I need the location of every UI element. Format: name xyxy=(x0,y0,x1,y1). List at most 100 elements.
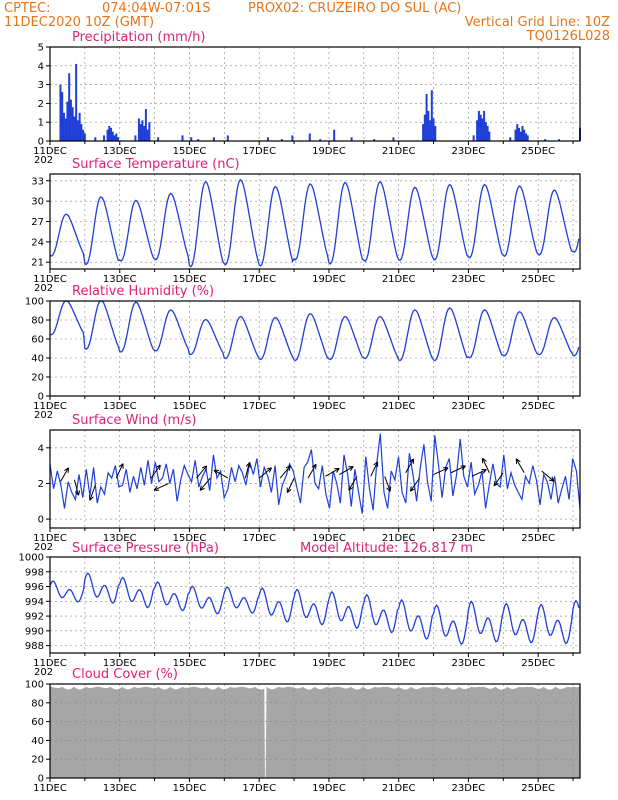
wind-arrow-head xyxy=(482,457,487,464)
wind-arrow xyxy=(307,464,317,479)
y-tick-label: 0 xyxy=(38,392,44,403)
x-tick-label: 25DEC xyxy=(521,533,555,544)
precipitation-bar xyxy=(280,139,283,141)
y-tick-label: 0 xyxy=(38,137,44,148)
humidity-line xyxy=(49,300,580,362)
wind-arrow-head xyxy=(443,467,449,472)
wind-arrow-head xyxy=(153,486,160,491)
header-station: PROX02: CRUZEIRO DO SUL (AC) xyxy=(248,1,461,16)
x-tick-label: 13DEC xyxy=(103,274,137,285)
precipitation-bar xyxy=(212,137,215,141)
x-tick-label: 21DEC xyxy=(382,658,416,669)
wind-arrow-head xyxy=(285,465,291,471)
wind-arrow xyxy=(199,477,211,491)
x-tick-label: 21DEC xyxy=(382,146,416,157)
x-tick-label: 25DEC xyxy=(521,783,555,794)
wind-arrow-head xyxy=(64,467,69,473)
precipitation-bar xyxy=(76,120,79,141)
wind-arrow-head xyxy=(286,487,292,493)
precipitation-bar xyxy=(61,92,64,141)
cloud-cover-frame xyxy=(49,683,581,779)
temperature-panel: 21 24 27 30 33 11DEC 13DEC 15DEC 17DEC 19DEC 21DEC… xyxy=(31,157,581,294)
precipitation-bars xyxy=(59,63,581,141)
x-year-label: 202 xyxy=(34,283,53,294)
x-tick-label: 23DEC xyxy=(452,274,486,285)
x-tick-label: 19DEC xyxy=(312,146,346,157)
humidity-title: Relative Humidity (%) xyxy=(72,284,214,299)
precipitation-bar xyxy=(544,139,547,141)
x-tick-label: 13DEC xyxy=(103,401,137,412)
wind-arrow-head xyxy=(548,476,555,482)
precipitation-bar xyxy=(190,137,193,141)
wind-arrow-head xyxy=(460,465,466,471)
y-tick-label: 988 xyxy=(25,641,44,652)
precipitation-bar xyxy=(115,133,118,141)
x-tick-label: 25DEC xyxy=(521,146,555,157)
y-tick-label: 33 xyxy=(31,176,44,187)
precipitation-bar xyxy=(226,135,229,141)
precipitation-bar xyxy=(484,122,487,141)
header-coords: 074:04W-07:01S xyxy=(102,1,210,16)
precipitation-bar xyxy=(373,139,376,141)
x-tick-label: 25DEC xyxy=(521,274,555,285)
x-tick-label: 23DEC xyxy=(452,783,486,794)
precipitation-bar xyxy=(392,137,395,141)
y-tick-label: 27 xyxy=(31,217,44,228)
wind-arrow xyxy=(450,465,466,474)
precipitation-bar xyxy=(516,124,519,141)
precipitation-panel: 0 1 2 3 4 5 11DEC 13DEC 15DEC 17DEC 19DEC 21DEC 23DE… xyxy=(33,30,581,166)
wind-arrow xyxy=(384,476,391,492)
precipitation-bar xyxy=(139,124,142,141)
precipitation-bar xyxy=(423,114,426,141)
precipitation-bar xyxy=(486,125,489,141)
x-tick-label: 13DEC xyxy=(103,658,137,669)
precipitation-bar xyxy=(509,137,512,141)
precipitation-bar xyxy=(519,131,522,141)
wind-arrow xyxy=(325,467,340,477)
precipitation-bar xyxy=(113,135,116,141)
x-tick-label: 17DEC xyxy=(242,658,276,669)
y-tick-label: 60 xyxy=(31,717,44,728)
precipitation-bar xyxy=(106,129,109,141)
x-tick-label: 21DEC xyxy=(382,533,416,544)
precipitation-bar xyxy=(71,107,74,141)
pressure-panel: 988 990 992 994 996 998 1000 11DEC 13DEC 15DEC 17D… xyxy=(19,541,581,678)
precipitation-bar xyxy=(350,137,353,141)
x-tick-label: 19DEC xyxy=(312,533,346,544)
precipitation-bar xyxy=(291,135,294,141)
precipitation-bar xyxy=(108,125,111,141)
x-tick-label: 23DEC xyxy=(452,146,486,157)
wind-arrow-head xyxy=(386,486,392,492)
precipitation-bar xyxy=(481,118,484,141)
precipitation-bar xyxy=(521,125,524,141)
x-tick-label: 21DEC xyxy=(382,274,416,285)
precipitation-bar xyxy=(197,139,200,141)
y-tick-label: 100 xyxy=(25,297,44,308)
precipitation-bar xyxy=(483,110,486,141)
y-tick-label: 20 xyxy=(31,373,44,384)
wind-arrow xyxy=(541,470,555,482)
precipitation-bar xyxy=(59,84,62,141)
wind-arrow-head xyxy=(348,466,354,471)
y-tick-label: 998 xyxy=(25,567,44,578)
precipitation-bar xyxy=(523,129,526,141)
y-tick-label: 24 xyxy=(31,237,44,248)
precipitation-bar xyxy=(83,133,86,141)
wind-arrow-head xyxy=(481,468,487,474)
precipitation-bar xyxy=(434,125,437,141)
precipitation-bar xyxy=(524,133,527,141)
y-tick-label: 1 xyxy=(38,118,44,129)
x-tick-label: 19DEC xyxy=(312,783,346,794)
precipitation-bar xyxy=(427,110,430,141)
y-tick-label: 60 xyxy=(31,335,44,346)
wind-arrow xyxy=(405,458,415,474)
precipitation-bar xyxy=(514,129,517,141)
precipitation-bar xyxy=(333,129,336,141)
precipitation-bar xyxy=(66,101,69,141)
x-tick-label: 11DEC xyxy=(33,274,67,285)
x-tick-label: 19DEC xyxy=(312,658,346,669)
precipitation-bar xyxy=(68,73,71,141)
x-tick-label: 21DEC xyxy=(382,401,416,412)
precipitation-bar xyxy=(141,120,144,141)
